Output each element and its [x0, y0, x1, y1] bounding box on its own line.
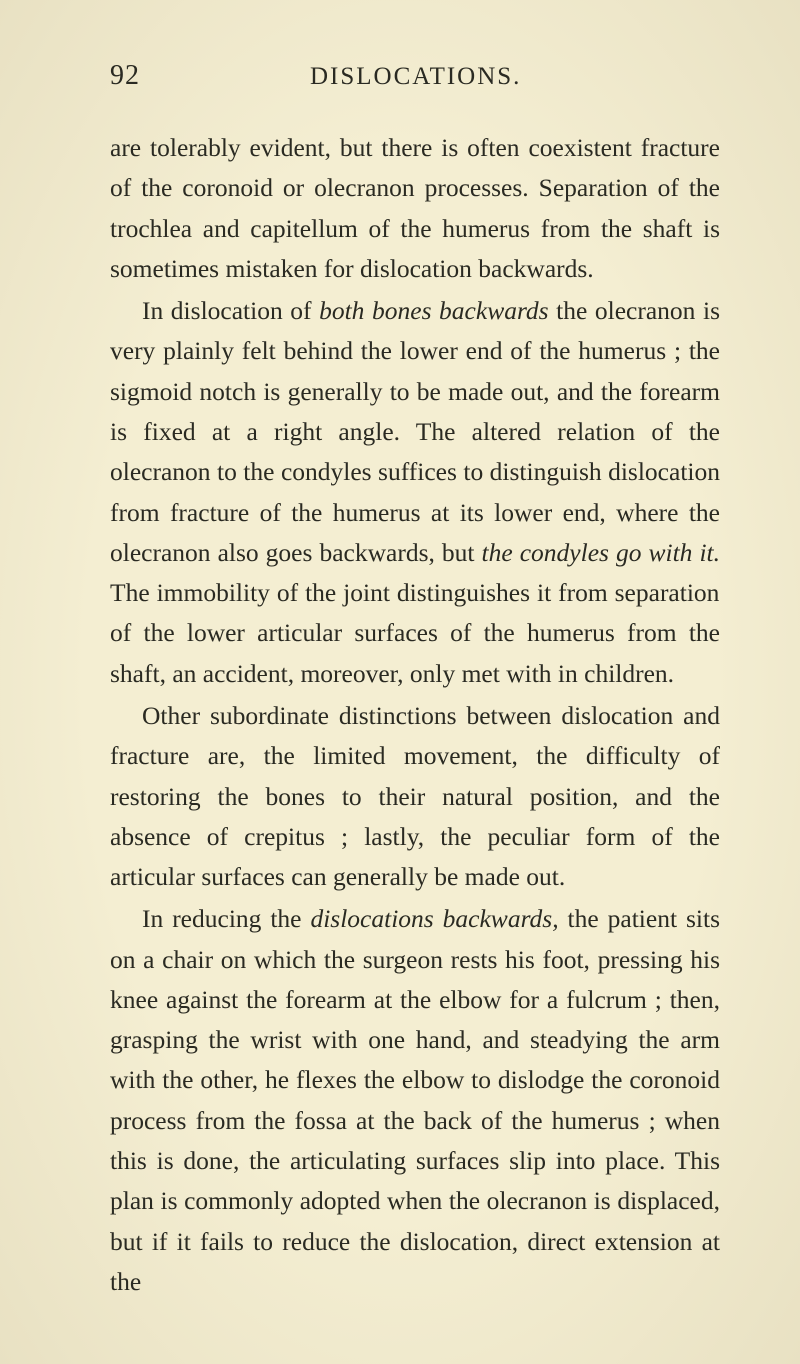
paragraph-3-text: Other subordinate distinctions between d…: [110, 701, 720, 891]
page: 92 DISLOCATIONS. are tolerably evident, …: [0, 0, 800, 1364]
paragraph-2-run-a: In dislocation of: [142, 296, 319, 325]
running-title: DISLOCATIONS.: [310, 63, 521, 91]
paragraph-2-run-c: The im­mobility of the joint distinguish…: [110, 578, 720, 688]
paragraph-4-italic-1: dislocations backwards,: [310, 904, 558, 933]
paragraph-2-italic-2: the condyles go with it.: [482, 538, 720, 567]
page-header: 92 DISLOCATIONS.: [110, 60, 720, 92]
paragraph-2-run-b: the olecranon is very plainly felt behin…: [110, 296, 720, 567]
paragraph-2: In dislocation of both bones backwards t…: [110, 291, 720, 694]
paragraph-4-run-b: the patient sits on a chair on which the…: [110, 904, 720, 1296]
paragraph-1-text: are tolerably evident, but there is ofte…: [110, 133, 720, 283]
paragraph-2-italic-1: both bones backwards: [319, 296, 549, 325]
page-number: 92: [110, 60, 140, 92]
paragraph-4: In reducing the dislocations backwards, …: [110, 899, 720, 1302]
paragraph-4-run-a: In reducing the: [142, 904, 310, 933]
paragraph-1: are tolerably evident, but there is ofte…: [110, 128, 720, 289]
body-text: are tolerably evident, but there is ofte…: [110, 128, 720, 1302]
paragraph-3: Other subordinate distinctions between d…: [110, 696, 720, 897]
